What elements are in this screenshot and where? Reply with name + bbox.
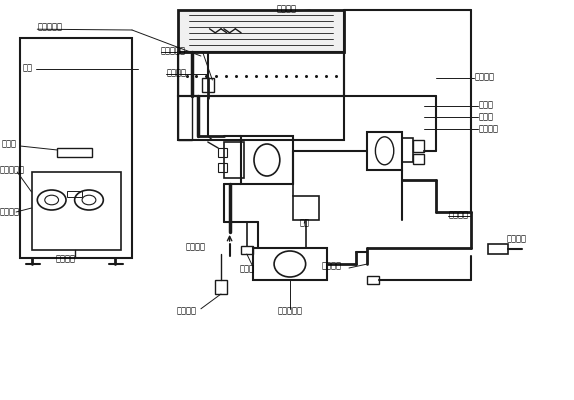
Text: 调温塞: 调温塞 bbox=[479, 112, 494, 121]
Bar bbox=[367, 276, 379, 284]
Bar bbox=[57, 148, 92, 157]
Text: 熄火键: 熄火键 bbox=[239, 264, 254, 273]
Bar bbox=[241, 136, 293, 184]
Text: 点火按钮: 点火按钮 bbox=[177, 307, 196, 316]
Text: 气阀: 气阀 bbox=[299, 219, 309, 228]
Bar bbox=[32, 172, 121, 250]
Text: 热水出口: 热水出口 bbox=[449, 211, 469, 220]
Bar bbox=[202, 78, 214, 92]
Bar bbox=[178, 52, 192, 140]
Text: 外壳: 外壳 bbox=[23, 64, 33, 72]
Bar bbox=[20, 38, 132, 258]
Text: 热水开关: 热水开关 bbox=[506, 235, 526, 244]
Bar bbox=[218, 148, 227, 157]
Text: 熄火热电偶: 熄火热电偶 bbox=[161, 47, 186, 56]
Bar bbox=[215, 280, 227, 294]
Text: 安全电磁阀: 安全电磁阀 bbox=[37, 23, 63, 32]
Text: 冷水入口: 冷水入口 bbox=[321, 262, 342, 270]
Bar bbox=[253, 248, 327, 280]
Bar bbox=[413, 154, 424, 164]
Text: 观火窗: 观火窗 bbox=[2, 140, 17, 148]
Bar bbox=[293, 196, 319, 220]
Text: 电力打火: 电力打火 bbox=[0, 208, 20, 216]
Bar bbox=[413, 140, 424, 152]
Text: 长明点火: 长明点火 bbox=[166, 69, 187, 78]
Bar bbox=[178, 96, 344, 140]
Bar bbox=[224, 142, 244, 178]
Text: 热交换器: 热交换器 bbox=[277, 4, 297, 13]
Bar bbox=[367, 132, 402, 170]
Text: 水气连通阀: 水气连通阀 bbox=[277, 307, 302, 316]
Bar bbox=[178, 10, 344, 52]
Bar bbox=[218, 163, 227, 172]
Text: 调温键: 调温键 bbox=[479, 101, 494, 110]
Text: 主燃烧器: 主燃烧器 bbox=[475, 73, 495, 82]
Text: 水温调节: 水温调节 bbox=[56, 255, 76, 264]
Bar bbox=[67, 191, 82, 197]
Text: 火力调节器: 火力调节器 bbox=[0, 166, 25, 174]
Bar bbox=[178, 52, 344, 96]
Bar bbox=[241, 246, 253, 254]
Text: 燃气调节: 燃气调节 bbox=[479, 124, 499, 133]
Bar bbox=[402, 138, 413, 162]
Bar bbox=[488, 244, 508, 254]
Text: 燃气入口: 燃气入口 bbox=[185, 243, 205, 252]
